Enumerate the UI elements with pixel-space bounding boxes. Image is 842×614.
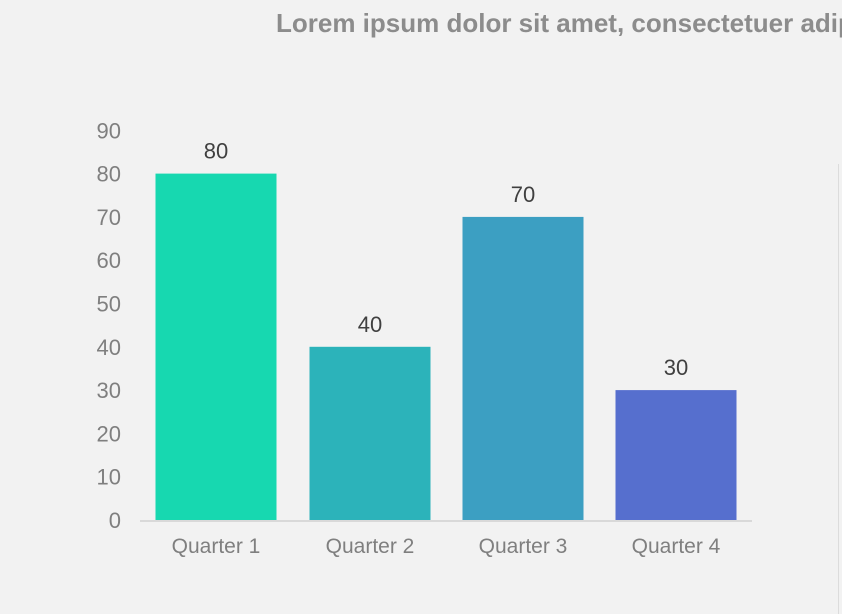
y-tick-label: 20 bbox=[97, 421, 121, 446]
x-tick-label: Quarter 3 bbox=[479, 535, 568, 558]
y-tick-label: 40 bbox=[97, 335, 121, 360]
y-tick-label: 50 bbox=[97, 292, 121, 317]
y-tick-label: 60 bbox=[97, 248, 121, 273]
y-tick-label: 10 bbox=[97, 465, 121, 490]
x-tick-label: Quarter 2 bbox=[326, 535, 415, 558]
bar bbox=[155, 173, 277, 520]
y-tick-label: 30 bbox=[97, 378, 121, 403]
bar bbox=[615, 390, 737, 520]
y-tick-label: 80 bbox=[97, 162, 121, 187]
y-tick-label: 0 bbox=[109, 508, 121, 533]
x-tick-label: Quarter 4 bbox=[632, 535, 721, 558]
data-label: 40 bbox=[358, 312, 382, 337]
data-label: 70 bbox=[511, 182, 535, 207]
y-tick-label: 90 bbox=[97, 118, 121, 143]
data-label: 30 bbox=[664, 355, 688, 380]
x-tick-label: Quarter 1 bbox=[172, 535, 261, 558]
bar bbox=[309, 346, 431, 520]
data-label: 80 bbox=[204, 139, 228, 164]
divider bbox=[838, 164, 839, 614]
y-tick-label: 70 bbox=[97, 205, 121, 230]
bar bbox=[462, 216, 584, 520]
chart-title: Lorem ipsum dolor sit amet, consectetuer… bbox=[276, 8, 842, 38]
